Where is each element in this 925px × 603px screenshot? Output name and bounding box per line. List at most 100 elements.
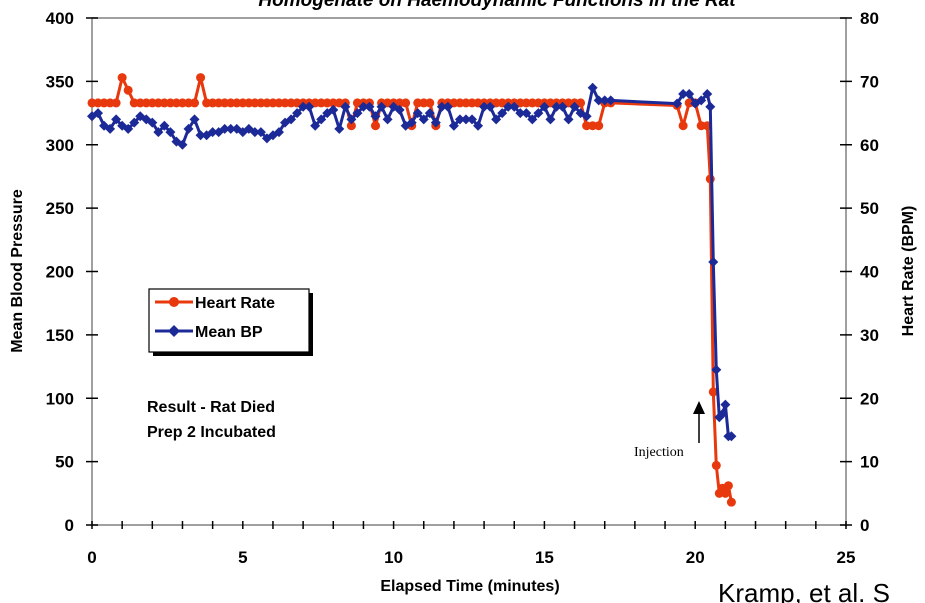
y-tick-label: 0	[65, 516, 74, 535]
data-point-mean-bp	[563, 114, 574, 125]
legend-marker-mean-bp	[168, 325, 180, 337]
data-point-mean-bp	[521, 108, 532, 119]
data-point-heart-rate	[190, 98, 200, 108]
x-tick-label: 25	[837, 548, 856, 567]
data-point-mean-bp	[551, 101, 562, 112]
legend: Heart Rate Mean BP	[148, 288, 313, 356]
data-point-mean-bp	[545, 114, 556, 125]
series-layer	[87, 73, 737, 507]
data-point-heart-rate	[425, 98, 435, 108]
y-axis-title: Mean Blood Pressure	[9, 189, 26, 353]
data-point-mean-bp	[292, 108, 303, 119]
y2-tick-label: 60	[860, 136, 879, 155]
data-point-mean-bp	[539, 101, 550, 112]
y2-tick-label: 10	[860, 453, 879, 472]
data-point-mean-bp	[310, 120, 321, 131]
legend-marker-heart-rate	[169, 297, 179, 307]
series-line-mean-bp	[91, 86, 732, 438]
data-point-mean-bp	[183, 123, 194, 134]
data-point-mean-bp	[705, 101, 716, 112]
data-point-mean-bp	[533, 108, 544, 119]
data-point-mean-bp	[593, 95, 604, 106]
data-point-mean-bp	[430, 117, 441, 128]
legend-label-mean-bp: Mean BP	[195, 324, 263, 341]
data-point-mean-bp	[599, 95, 610, 106]
data-point-mean-bp	[406, 117, 417, 128]
data-point-heart-rate	[726, 497, 736, 507]
data-point-mean-bp	[195, 130, 206, 141]
x-tick-label: 5	[238, 548, 247, 567]
data-point-mean-bp	[364, 101, 375, 112]
data-point-mean-bp	[473, 120, 484, 131]
data-point-mean-bp	[219, 123, 230, 134]
data-point-mean-bp	[497, 108, 508, 119]
data-point-mean-bp	[479, 101, 490, 112]
y-tick-label: 350	[46, 72, 74, 91]
data-point-mean-bp	[352, 108, 363, 119]
data-point-mean-bp	[358, 101, 369, 112]
data-point-mean-bp	[340, 101, 351, 112]
data-point-mean-bp	[147, 117, 158, 128]
y-tick-label: 50	[55, 453, 74, 472]
result-note: Result - Rat Died	[147, 399, 275, 416]
data-point-mean-bp	[436, 101, 447, 112]
data-point-mean-bp	[304, 101, 315, 112]
data-point-mean-bp	[225, 123, 236, 134]
y-tick-label: 300	[46, 136, 74, 155]
data-point-heart-rate	[594, 121, 604, 131]
data-point-mean-bp	[442, 101, 453, 112]
data-point-mean-bp	[708, 256, 719, 267]
y-tick-label: 150	[46, 326, 74, 345]
x-tick-label: 10	[384, 548, 403, 567]
data-point-mean-bp	[159, 120, 170, 131]
data-point-mean-bp	[177, 139, 188, 150]
data-point-heart-rate	[111, 98, 121, 108]
axes: 0 5 10 15 20 25050100150200250300350400010203…	[46, 9, 879, 567]
data-point-mean-bp	[684, 89, 695, 100]
injection-arrow-head	[693, 401, 705, 414]
data-point-heart-rate	[720, 488, 730, 498]
data-point-mean-bp	[165, 127, 176, 138]
data-point-mean-bp	[105, 123, 116, 134]
data-point-mean-bp	[515, 108, 526, 119]
data-point-mean-bp	[467, 114, 478, 125]
data-point-mean-bp	[316, 114, 327, 125]
y-tick-label: 400	[46, 9, 74, 28]
data-point-mean-bp	[557, 101, 568, 112]
data-point-mean-bp	[255, 127, 266, 138]
data-point-mean-bp	[605, 95, 616, 106]
x-tick-label: 15	[535, 548, 554, 567]
data-point-mean-bp	[298, 101, 309, 112]
data-point-mean-bp	[711, 364, 722, 375]
data-point-mean-bp	[129, 117, 140, 128]
data-point-mean-bp	[328, 104, 339, 115]
y2-tick-label: 20	[860, 389, 879, 408]
y2-tick-label: 70	[860, 72, 879, 91]
data-point-heart-rate	[711, 460, 721, 470]
data-point-heart-rate	[708, 387, 718, 397]
y-tick-label: 100	[46, 389, 74, 408]
data-point-mean-bp	[394, 104, 405, 115]
data-point-heart-rate	[123, 85, 133, 95]
y2-tick-label: 0	[860, 516, 869, 535]
y2-tick-label: 40	[860, 263, 879, 282]
data-point-mean-bp	[334, 123, 345, 134]
credit-text: Kramp, et al. S	[718, 578, 890, 603]
data-point-mean-bp	[454, 114, 465, 125]
data-point-mean-bp	[153, 127, 164, 138]
injection-annotation: Injection	[634, 401, 705, 460]
data-point-mean-bp	[491, 114, 502, 125]
data-point-heart-rate	[401, 98, 411, 108]
data-point-mean-bp	[418, 114, 429, 125]
data-point-heart-rate	[678, 121, 688, 131]
data-point-heart-rate	[576, 98, 586, 108]
data-point-mean-bp	[678, 89, 689, 100]
data-point-mean-bp	[123, 123, 134, 134]
data-point-mean-bp	[370, 111, 381, 122]
y-tick-label: 250	[46, 199, 74, 218]
chart-title: Homogenate on Haemodynamic Functions in …	[258, 0, 736, 11]
data-point-mean-bp	[448, 120, 459, 131]
prep-note: Prep 2 Incubated	[147, 424, 276, 441]
data-point-mean-bp	[273, 127, 284, 138]
